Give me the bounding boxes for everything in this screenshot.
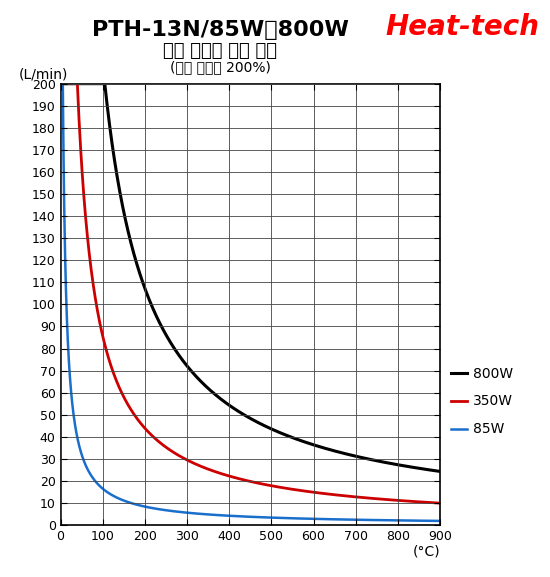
- Text: (°C): (°C): [412, 545, 440, 559]
- Text: (L/min): (L/min): [19, 68, 68, 81]
- Text: Heat-tech: Heat-tech: [385, 13, 539, 41]
- Legend: 800W, 350W, 85W: 800W, 350W, 85W: [451, 366, 513, 436]
- Text: (권장 안전율 200%): (권장 안전율 200%): [169, 60, 271, 74]
- Text: PTH-13N/85W～800W: PTH-13N/85W～800W: [91, 20, 349, 40]
- Text: 공기 유량과 가열 온도: 공기 유량과 가열 온도: [163, 42, 277, 59]
